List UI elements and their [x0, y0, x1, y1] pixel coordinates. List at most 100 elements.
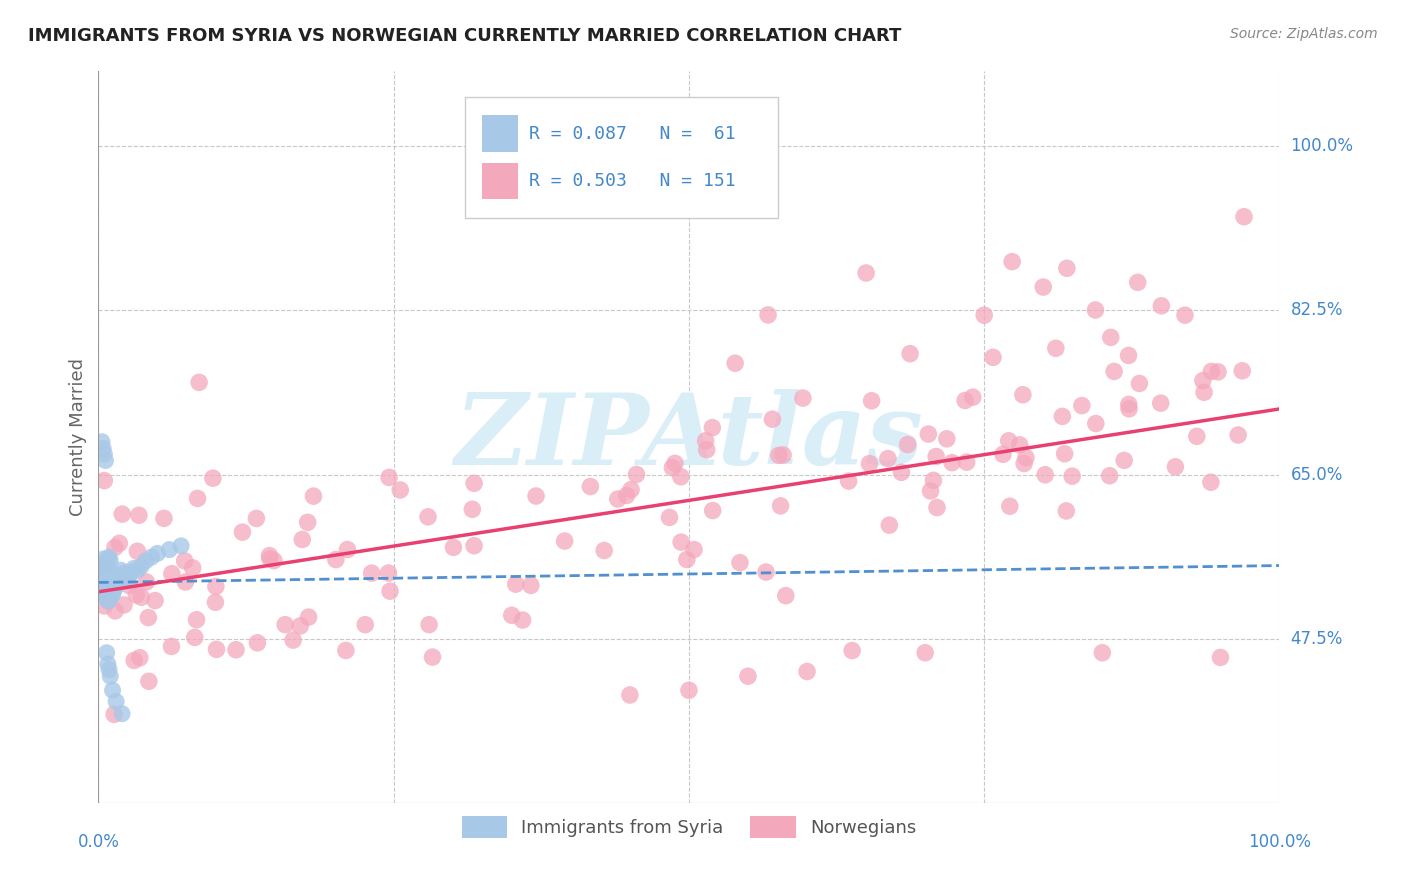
FancyBboxPatch shape	[464, 97, 778, 218]
Point	[91, 552, 114, 566]
Point	[973, 308, 995, 322]
Point	[593, 543, 616, 558]
Point	[141, 550, 163, 565]
Point	[97, 593, 120, 607]
Point	[520, 578, 543, 592]
Point	[91, 442, 114, 456]
Point	[418, 617, 440, 632]
Point	[259, 551, 281, 566]
Point	[100, 569, 122, 583]
Point	[1084, 417, 1107, 431]
Point	[1209, 650, 1232, 665]
Point	[1164, 459, 1187, 474]
Point	[1084, 303, 1107, 318]
Point	[205, 579, 228, 593]
Point	[935, 432, 957, 446]
Point	[512, 613, 534, 627]
Point	[91, 580, 114, 594]
Point	[96, 571, 118, 585]
Point	[112, 566, 135, 580]
Point	[768, 448, 790, 462]
Text: 65.0%: 65.0%	[1291, 466, 1343, 483]
Point	[138, 674, 160, 689]
Point	[157, 542, 180, 557]
Point	[377, 566, 399, 580]
Point	[103, 571, 125, 585]
Point	[138, 610, 160, 624]
Point	[728, 556, 751, 570]
Point	[297, 610, 319, 624]
Point	[755, 565, 778, 579]
Point	[297, 516, 319, 530]
Point	[1012, 388, 1035, 402]
Point	[879, 518, 901, 533]
Point	[724, 356, 747, 370]
Point	[696, 442, 718, 457]
Point	[94, 575, 117, 590]
Point	[93, 557, 115, 571]
Point	[619, 688, 641, 702]
Point	[962, 390, 984, 404]
Point	[173, 554, 195, 568]
Point	[702, 420, 724, 434]
Point	[1102, 364, 1125, 378]
Point	[111, 706, 134, 721]
Point	[1062, 469, 1084, 483]
Point	[93, 571, 115, 585]
Point	[127, 544, 149, 558]
Point	[702, 503, 724, 517]
Point	[98, 591, 121, 606]
Y-axis label: Currently Married: Currently Married	[69, 358, 87, 516]
Point	[991, 447, 1014, 461]
Point	[890, 466, 912, 480]
Point	[122, 653, 145, 667]
Point	[1099, 330, 1122, 344]
Point	[360, 566, 382, 580]
Point	[1199, 475, 1222, 490]
Point	[101, 588, 124, 602]
Point	[184, 631, 207, 645]
Point	[118, 579, 141, 593]
Point	[115, 573, 138, 587]
Point	[325, 552, 347, 566]
Point	[93, 557, 115, 571]
Point	[129, 559, 152, 574]
Point	[125, 588, 148, 602]
Text: 82.5%: 82.5%	[1291, 301, 1343, 319]
Point	[606, 491, 628, 506]
Point	[554, 534, 576, 549]
Text: R = 0.503   N = 151: R = 0.503 N = 151	[530, 172, 737, 190]
Point	[186, 613, 208, 627]
Text: 47.5%: 47.5%	[1291, 630, 1343, 648]
Point	[669, 469, 692, 483]
Point	[505, 577, 527, 591]
Point	[231, 525, 253, 540]
Legend: Immigrants from Syria, Norwegians: Immigrants from Syria, Norwegians	[454, 808, 924, 845]
Point	[1150, 299, 1173, 313]
Point	[97, 552, 120, 566]
Point	[378, 584, 401, 599]
Point	[461, 502, 484, 516]
Text: R = 0.087   N =  61: R = 0.087 N = 61	[530, 125, 737, 143]
Point	[1192, 385, 1215, 400]
Point	[96, 584, 118, 599]
Point	[104, 566, 127, 581]
Point	[100, 582, 122, 596]
Point	[1118, 348, 1140, 362]
Point	[953, 393, 976, 408]
Point	[661, 460, 683, 475]
Point	[97, 594, 120, 608]
Point	[101, 683, 124, 698]
Point	[998, 500, 1021, 514]
Point	[107, 569, 129, 583]
Point	[676, 552, 699, 566]
Point	[1032, 280, 1054, 294]
Point	[98, 590, 121, 604]
Point	[897, 437, 920, 451]
Point	[1174, 308, 1197, 322]
Point	[616, 488, 638, 502]
Point	[122, 561, 145, 575]
Point	[245, 511, 267, 525]
Point	[877, 451, 900, 466]
Point	[922, 473, 945, 487]
